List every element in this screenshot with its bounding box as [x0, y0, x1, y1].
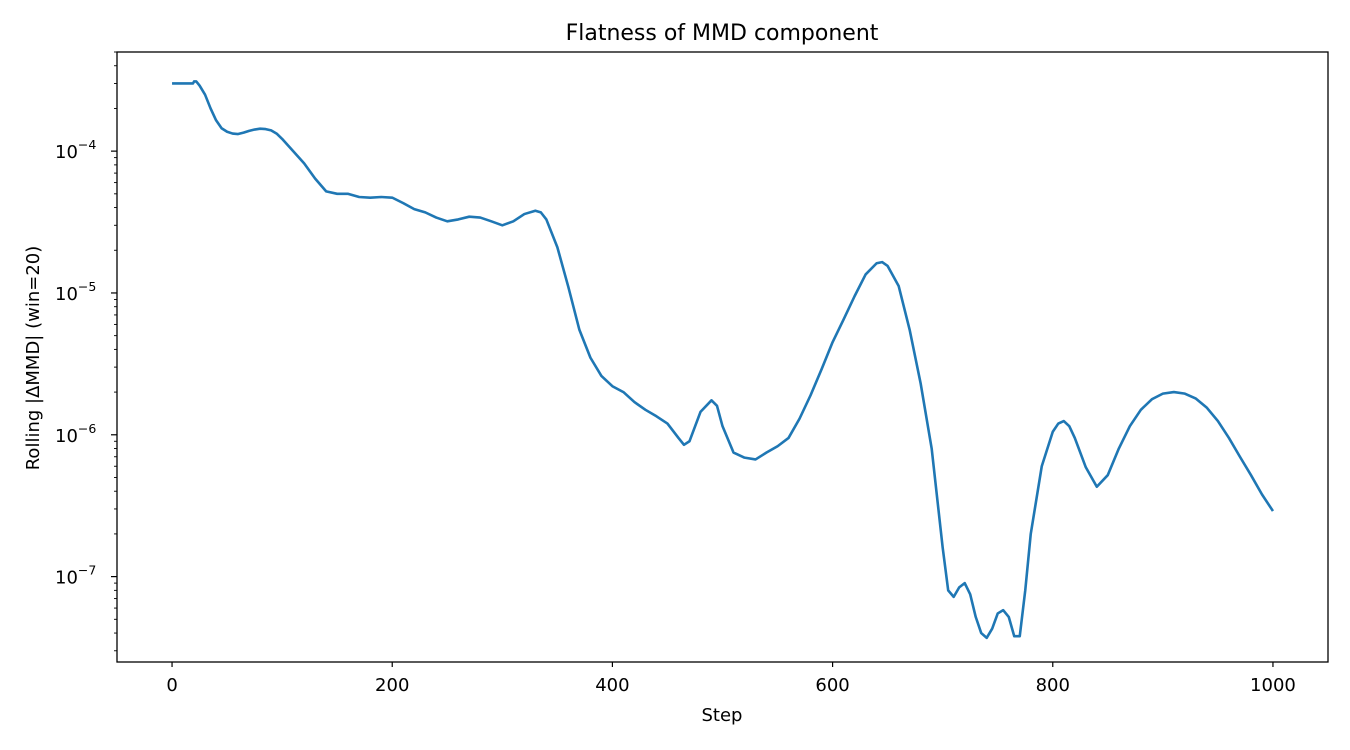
x-tick-label: 400: [595, 675, 629, 696]
x-tick-label: 200: [375, 675, 409, 696]
chart-title: Flatness of MMD component: [566, 21, 879, 46]
plot-frame: [116, 51, 1329, 663]
x-tick-label: 0: [166, 675, 177, 696]
plot-area: 0 200 400 600 800 1000 10−4 10−5 10−6 10−7: [55, 51, 1329, 696]
x-tick-label: 600: [815, 675, 849, 696]
y-tick-label: 10−7: [55, 563, 96, 589]
x-axis-label: Step: [702, 705, 743, 726]
y-tick-label: 10−4: [55, 137, 96, 163]
y-tick-label: 10−5: [55, 279, 96, 305]
x-tick-label: 1000: [1250, 675, 1296, 696]
y-axis-label: Rolling |ΔMMD| (win=20): [23, 246, 44, 471]
y-tick-label: 10−6: [55, 421, 96, 447]
series-line-0: [172, 80, 1275, 640]
x-tick-label: 800: [1036, 675, 1070, 696]
